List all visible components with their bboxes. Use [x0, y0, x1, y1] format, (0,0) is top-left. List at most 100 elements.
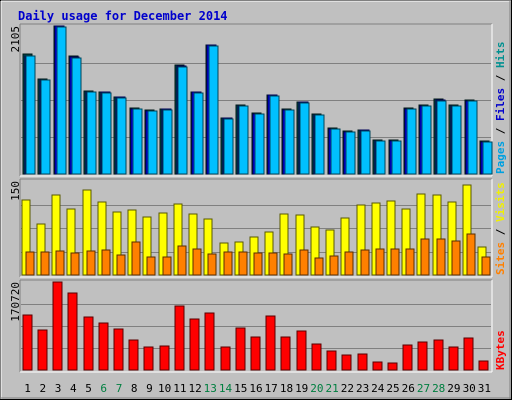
bar-sites-20 [314, 257, 324, 276]
bar-sites-7 [116, 254, 126, 276]
bar-kbytes-7 [113, 328, 124, 371]
bar-pages-14 [223, 118, 234, 175]
x-tick-label: 13 [204, 382, 217, 395]
bar-sites-21 [329, 255, 339, 276]
bar-pages-6 [101, 92, 112, 175]
bar-pages-8 [132, 108, 143, 175]
panel-bottom: 170720 KBytes [9, 279, 507, 373]
legend-label: / [494, 68, 507, 88]
x-tick-label: 1 [24, 382, 31, 395]
bar-pages-10 [162, 109, 173, 175]
bar-kbytes-6 [98, 322, 109, 371]
bar-kbytes-12 [189, 318, 200, 371]
bar-pages-15 [238, 105, 249, 175]
bar-kbytes-21 [326, 350, 337, 371]
x-tick-label: 20 [310, 382, 323, 395]
bar-sites-15 [238, 251, 248, 276]
bar-pages-27 [421, 105, 432, 175]
x-tick-label: 26 [402, 382, 415, 395]
x-tick-label: 22 [341, 382, 354, 395]
x-tick-label: 7 [116, 382, 123, 395]
panel-top-legend: Pages / Files / Hits [494, 42, 507, 175]
bar-pages-17 [269, 95, 280, 175]
x-tick-label: 18 [280, 382, 293, 395]
x-tick-label: 19 [295, 382, 308, 395]
chart-title: Daily usage for December 2014 [18, 9, 228, 23]
panel-middle-ytick-label: 150 [9, 181, 22, 201]
bar-kbytes-1 [22, 314, 33, 371]
bar-kbytes-20 [311, 343, 322, 371]
x-axis-labels: 1 2 3 4 5 6 7 8 9 10 11 12 13 14 15 16 17 18 19 20 21 22 23 24 2… [24, 382, 491, 395]
x-tick-label: 14 [219, 382, 233, 395]
bar-pages-24 [375, 140, 386, 175]
bar-kbytes-28 [433, 339, 444, 371]
bar-pages-7 [116, 97, 127, 175]
x-tick-label: 6 [100, 382, 107, 395]
bar-sites-17 [268, 252, 278, 276]
bar-sites-10 [162, 256, 172, 276]
bar-kbytes-9 [143, 346, 154, 371]
bar-kbytes-18 [280, 336, 291, 371]
bar-kbytes-10 [159, 345, 170, 371]
x-tick-label: 17 [265, 382, 278, 395]
bar-sites-29 [451, 240, 461, 276]
legend-label: / [494, 222, 507, 242]
bar-kbytes-15 [235, 327, 246, 371]
bar-kbytes-13 [204, 312, 215, 371]
bar-pages-3 [56, 26, 67, 175]
bar-sites-6 [101, 249, 111, 276]
x-tick-label: 30 [463, 382, 476, 395]
bar-pages-25 [391, 140, 402, 175]
bar-kbytes-2 [37, 329, 48, 371]
x-tick-label: 2 [39, 382, 46, 395]
bar-pages-9 [147, 110, 158, 175]
bar-sites-1 [25, 251, 35, 276]
bar-sites-23 [360, 249, 370, 276]
legend-label: Hits [494, 42, 507, 69]
panel-top: 2105 Pages / Files / Hits [9, 23, 507, 177]
bar-kbytes-27 [417, 341, 428, 371]
x-tick-label: 15 [234, 382, 247, 395]
bar-kbytes-8 [128, 339, 139, 371]
bar-kbytes-19 [296, 330, 307, 371]
bar-pages-18 [284, 109, 295, 175]
bar-kbytes-14 [220, 346, 231, 371]
legend-label: Files [494, 88, 507, 121]
bar-sites-30 [466, 233, 476, 276]
bar-sites-25 [390, 248, 400, 276]
x-tick-label: 10 [158, 382, 171, 395]
bar-pages-23 [360, 130, 371, 175]
panel-top-ytick-label: 2105 [9, 26, 22, 53]
panel-bottom-legend: KBytes [494, 330, 507, 370]
bar-sites-8 [131, 241, 141, 276]
x-tick-label: 27 [417, 382, 430, 395]
x-tick-label: 21 [325, 382, 338, 395]
chart-panels: 2105 Pages / Files / Hits 150 Sites / Visit… [9, 23, 507, 373]
legend-label: Visits [494, 182, 507, 222]
bar-kbytes-11 [174, 305, 185, 371]
x-tick-label: 4 [70, 382, 77, 395]
bar-pages-11 [177, 66, 188, 175]
bar-pages-16 [254, 113, 265, 175]
bar-sites-9 [146, 256, 156, 276]
bar-kbytes-25 [387, 362, 398, 371]
bar-kbytes-24 [372, 361, 383, 371]
bar-pages-1 [25, 55, 36, 175]
bar-sites-28 [436, 238, 446, 276]
bar-sites-16 [253, 252, 263, 276]
bar-pages-26 [406, 108, 417, 175]
series-kbytes [22, 281, 489, 371]
legend-label: / [494, 121, 507, 141]
bar-pages-22 [345, 131, 356, 175]
bar-sites-3 [55, 250, 65, 276]
bar-pages-29 [451, 105, 462, 175]
x-tick-label: 5 [85, 382, 92, 395]
bar-pages-20 [314, 114, 325, 175]
x-tick-label: 31 [478, 382, 491, 395]
x-tick-label: 24 [371, 382, 385, 395]
bar-kbytes-22 [341, 354, 352, 371]
bar-sites-27 [420, 238, 430, 276]
panel-middle-legend: Sites / Visits [494, 182, 507, 275]
